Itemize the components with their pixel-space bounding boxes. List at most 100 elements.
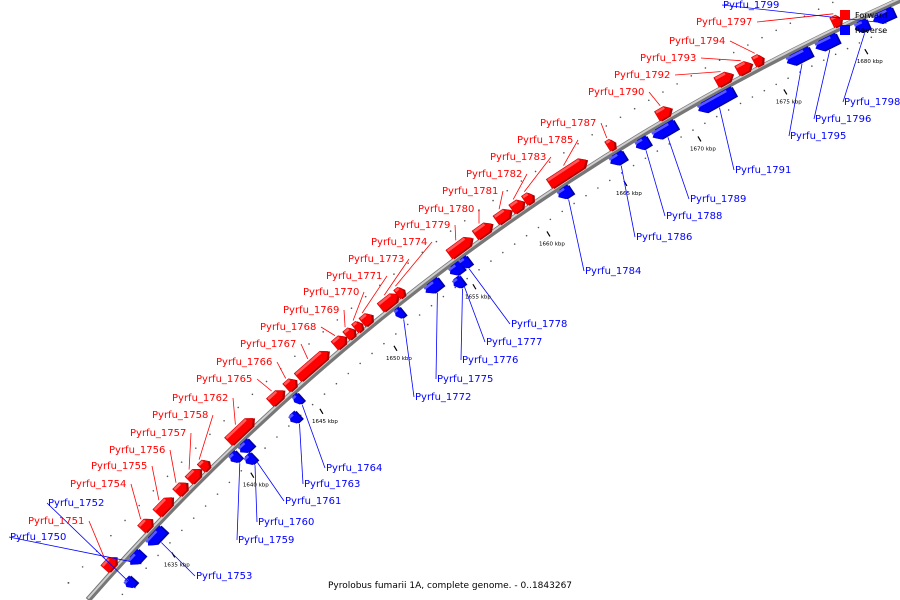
gene-arrow-pyrfu-1770[interactable] — [351, 318, 366, 334]
gene-label-pyrfu-1781[interactable]: Pyrfu_1781 — [442, 186, 498, 197]
gene-arrow-pyrfu-1782[interactable] — [508, 196, 529, 215]
gene-arrow-pyrfu-1774[interactable] — [393, 284, 408, 300]
gene-label-pyrfu-1799[interactable]: Pyrfu_1799 — [723, 0, 779, 11]
gene-arrow-pyrfu-1757[interactable] — [184, 464, 206, 485]
gene-label-pyrfu-1767[interactable]: Pyrfu_1767 — [240, 339, 296, 350]
gene-label-pyrfu-1755[interactable]: Pyrfu_1755 — [91, 461, 147, 472]
gene-label-pyrfu-1784[interactable]: Pyrfu_1784 — [585, 266, 641, 277]
gene-arrow-pyrfu-1754[interactable] — [137, 514, 157, 534]
gene-label-pyrfu-1772[interactable]: Pyrfu_1772 — [415, 392, 471, 403]
gene-label-pyrfu-1788[interactable]: Pyrfu_1788 — [666, 211, 722, 222]
gene-label-pyrfu-1789[interactable]: Pyrfu_1789 — [690, 194, 746, 205]
gene-label-pyrfu-1786[interactable]: Pyrfu_1786 — [636, 232, 692, 243]
gene-label-pyrfu-1752[interactable]: Pyrfu_1752 — [48, 498, 104, 509]
gene-arrow-pyrfu-1765[interactable] — [265, 385, 289, 408]
gene-label-pyrfu-1763[interactable]: Pyrfu_1763 — [304, 479, 360, 490]
gene-label-pyrfu-1768[interactable]: Pyrfu_1768 — [260, 322, 316, 333]
gene-label-pyrfu-1756[interactable]: Pyrfu_1756 — [109, 445, 165, 456]
gene-label-pyrfu-1792[interactable]: Pyrfu_1792 — [614, 70, 670, 81]
gene-label-pyrfu-1769[interactable]: Pyrfu_1769 — [283, 305, 339, 316]
gene-arrow-pyrfu-1793[interactable] — [734, 58, 756, 77]
gene-arrow-pyrfu-1764[interactable] — [291, 392, 307, 408]
gene-arrow-pyrfu-1779[interactable] — [445, 233, 477, 261]
gene-label-pyrfu-1785[interactable]: Pyrfu_1785 — [517, 135, 573, 146]
gene-arrow-pyrfu-1761[interactable] — [237, 437, 257, 457]
gene-label-pyrfu-1761[interactable]: Pyrfu_1761 — [285, 496, 341, 507]
gene-arrow-pyrfu-1759[interactable] — [227, 449, 245, 466]
gene-arrow-pyrfu-1771[interactable] — [358, 310, 377, 328]
gene-label-pyrfu-1758[interactable]: Pyrfu_1758 — [152, 410, 208, 421]
gene-arrow-pyrfu-1794[interactable] — [751, 52, 767, 68]
gene-label-pyrfu-1790[interactable]: Pyrfu_1790 — [588, 87, 644, 98]
gene-arrow-pyrfu-1789[interactable] — [650, 119, 681, 144]
gene-label-pyrfu-1759[interactable]: Pyrfu_1759 — [238, 535, 294, 546]
gene-arrow-pyrfu-1772[interactable] — [392, 306, 408, 322]
gene-arrow-pyrfu-1758[interactable] — [196, 456, 214, 473]
gene-label-pyrfu-1751[interactable]: Pyrfu_1751 — [28, 516, 84, 527]
gene-arrow-pyrfu-1795[interactable] — [785, 46, 815, 70]
gene-arrow-pyrfu-1780[interactable] — [471, 218, 497, 241]
gene-arrow-pyrfu-1753[interactable] — [144, 525, 170, 551]
gene-arrow-pyrfu-1787[interactable] — [604, 137, 619, 153]
gene-arrow-pyrfu-1796[interactable] — [813, 32, 842, 54]
gene-label-pyrfu-1778[interactable]: Pyrfu_1778 — [511, 319, 567, 330]
gene-label-pyrfu-1754[interactable]: Pyrfu_1754 — [70, 479, 126, 490]
gene-label-pyrfu-1760[interactable]: Pyrfu_1760 — [258, 517, 314, 528]
gene-label-pyrfu-1771[interactable]: Pyrfu_1771 — [326, 271, 382, 282]
gene-label-pyrfu-1762[interactable]: Pyrfu_1762 — [172, 393, 228, 404]
gene-arrow-pyrfu-1786[interactable] — [608, 150, 629, 170]
gene-arrow-pyrfu-1776[interactable] — [451, 275, 468, 292]
gene-arrow-pyrfu-1778[interactable] — [458, 255, 475, 272]
gene-label-pyrfu-1797[interactable]: Pyrfu_1797 — [696, 17, 752, 28]
gene-arrow-pyrfu-1760[interactable] — [242, 451, 260, 468]
gene-arrow-pyrfu-1775[interactable] — [422, 276, 446, 298]
gene-label-pyrfu-1777[interactable]: Pyrfu_1777 — [486, 337, 542, 348]
gene-arrow-pyrfu-1767[interactable] — [293, 346, 334, 383]
gene-arrow-pyrfu-1783[interactable] — [520, 190, 538, 207]
gene-arrow-pyrfu-1777[interactable] — [447, 260, 467, 279]
gene-arrow-pyrfu-1792[interactable] — [713, 68, 737, 88]
gene-label-pyrfu-1750[interactable]: Pyrfu_1750 — [10, 532, 66, 543]
gene-label-pyrfu-1794[interactable]: Pyrfu_1794 — [669, 36, 725, 47]
gene-label-pyrfu-1753[interactable]: Pyrfu_1753 — [196, 571, 252, 582]
gene-arrow-pyrfu-1798[interactable] — [853, 18, 873, 36]
gene-label-pyrfu-1764[interactable]: Pyrfu_1764 — [326, 463, 382, 474]
gene-label-pyrfu-1773[interactable]: Pyrfu_1773 — [348, 254, 404, 265]
gene-arrow-pyrfu-1756[interactable] — [172, 478, 192, 498]
gene-label-pyrfu-1779[interactable]: Pyrfu_1779 — [394, 220, 450, 231]
gene-arrow-pyrfu-1790[interactable] — [654, 103, 675, 123]
gene-label-pyrfu-1791[interactable]: Pyrfu_1791 — [735, 165, 791, 176]
gene-label-pyrfu-1798[interactable]: Pyrfu_1798 — [844, 97, 900, 108]
gene-arrow-pyrfu-1788[interactable] — [633, 135, 653, 154]
gene-arrow-pyrfu-1773[interactable] — [376, 289, 403, 313]
gene-arrow-pyrfu-1762[interactable] — [224, 413, 258, 446]
gene-arrow-pyrfu-1799[interactable] — [871, 6, 898, 27]
gene-label-pyrfu-1782[interactable]: Pyrfu_1782 — [466, 169, 522, 180]
gene-arrow-pyrfu-1752[interactable] — [122, 575, 140, 592]
gene-label-pyrfu-1775[interactable]: Pyrfu_1775 — [437, 374, 493, 385]
gene-label-pyrfu-1770[interactable]: Pyrfu_1770 — [303, 287, 359, 298]
gene-label-pyrfu-1796[interactable]: Pyrfu_1796 — [815, 114, 871, 125]
gene-label-pyrfu-1766[interactable]: Pyrfu_1766 — [216, 357, 272, 368]
gene-label-pyrfu-1793[interactable]: Pyrfu_1793 — [640, 53, 696, 64]
tick-dot — [608, 179, 611, 182]
gene-label-pyrfu-1774[interactable]: Pyrfu_1774 — [371, 237, 427, 248]
gene-label-pyrfu-1787[interactable]: Pyrfu_1787 — [540, 118, 596, 129]
gene-arrow-pyrfu-1750[interactable] — [126, 548, 148, 569]
gene-label-pyrfu-1795[interactable]: Pyrfu_1795 — [790, 131, 846, 142]
gene-label-pyrfu-1780[interactable]: Pyrfu_1780 — [418, 204, 474, 215]
gene-arrow-pyrfu-1784[interactable] — [556, 184, 576, 203]
gene-arrow-pyrfu-1755[interactable] — [152, 493, 178, 519]
gene-label-pyrfu-1783[interactable]: Pyrfu_1783 — [490, 152, 546, 163]
gene-arrow-pyrfu-1791[interactable] — [696, 86, 739, 117]
gene-label-pyrfu-1765[interactable]: Pyrfu_1765 — [196, 374, 252, 385]
gene-arrow-pyrfu-1766[interactable] — [282, 375, 301, 393]
gene-label-pyrfu-1757[interactable]: Pyrfu_1757 — [130, 428, 186, 439]
gene-arrow-pyrfu-1781[interactable] — [492, 205, 516, 226]
gene-arrow-pyrfu-1763[interactable] — [287, 410, 304, 427]
gene-arrow-pyrfu-1769[interactable] — [342, 325, 360, 342]
gene-arrow-pyrfu-1785[interactable] — [545, 154, 591, 189]
gene-label-pyrfu-1776[interactable]: Pyrfu_1776 — [462, 355, 518, 366]
gene-arrow-pyrfu-1768[interactable] — [330, 332, 351, 352]
gene-arrow-pyrfu-1751[interactable] — [100, 552, 122, 574]
